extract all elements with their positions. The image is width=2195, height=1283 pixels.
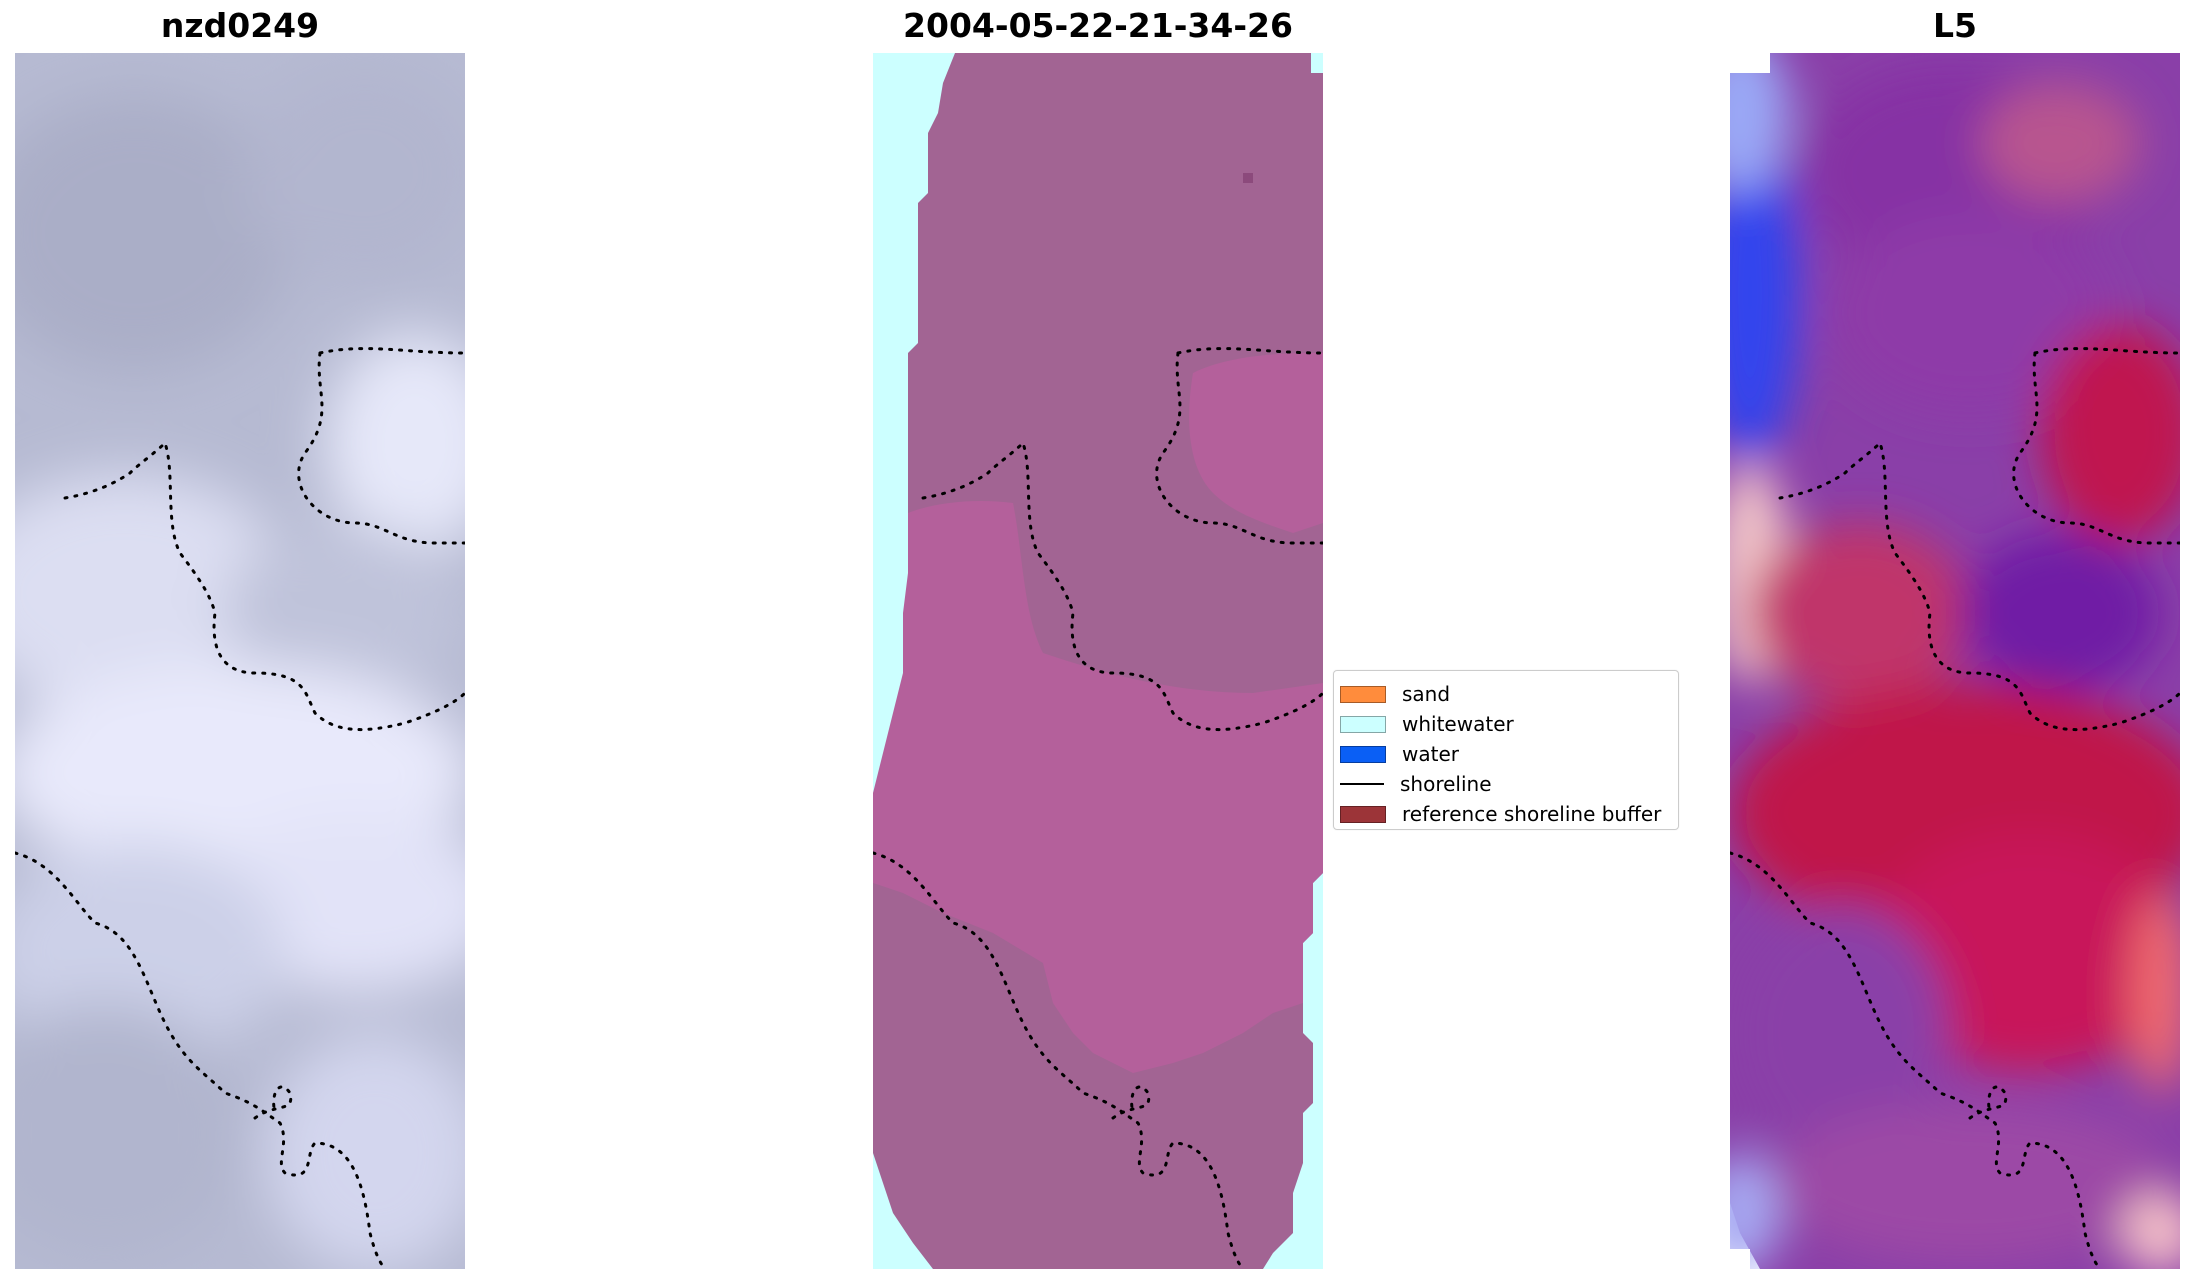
legend-line-shoreline <box>1340 783 1384 785</box>
panel-title-index: L5 <box>1933 6 1977 45</box>
legend-swatch-whitewater <box>1340 715 1386 733</box>
rgb-image-panel <box>15 53 465 1269</box>
legend-label-reference-buffer: reference shoreline buffer <box>1402 802 1662 826</box>
classification-image <box>873 53 1323 1269</box>
panel-title-rgb: nzd0249 <box>160 6 320 45</box>
legend-swatch-reference-buffer <box>1340 805 1386 823</box>
legend: sand whitewater water shoreline referenc… <box>1333 670 1679 830</box>
legend-label-shoreline: shoreline <box>1400 772 1492 796</box>
legend-label-water: water <box>1402 742 1459 766</box>
rgb-image <box>15 53 465 1269</box>
legend-item-whitewater: whitewater <box>1340 709 1670 739</box>
index-panel <box>1730 53 2180 1269</box>
legend-swatch-water <box>1340 745 1386 763</box>
index-image <box>1730 53 2180 1269</box>
shoreline-dotted <box>873 347 1323 1269</box>
legend-item-shoreline: shoreline <box>1340 769 1670 799</box>
legend-item-water: water <box>1340 739 1670 769</box>
shoreline-dotted <box>1730 347 2180 1269</box>
panel-title-classification: 2004-05-22-21-34-26 <box>903 6 1293 45</box>
legend-swatch-sand <box>1340 685 1386 703</box>
classification-panel <box>873 53 1323 1269</box>
legend-item-sand: sand <box>1340 679 1670 709</box>
legend-item-reference-buffer: reference shoreline buffer <box>1340 799 1670 829</box>
legend-label-whitewater: whitewater <box>1402 712 1514 736</box>
shoreline-dotted <box>15 347 465 1269</box>
legend-label-sand: sand <box>1402 682 1451 706</box>
